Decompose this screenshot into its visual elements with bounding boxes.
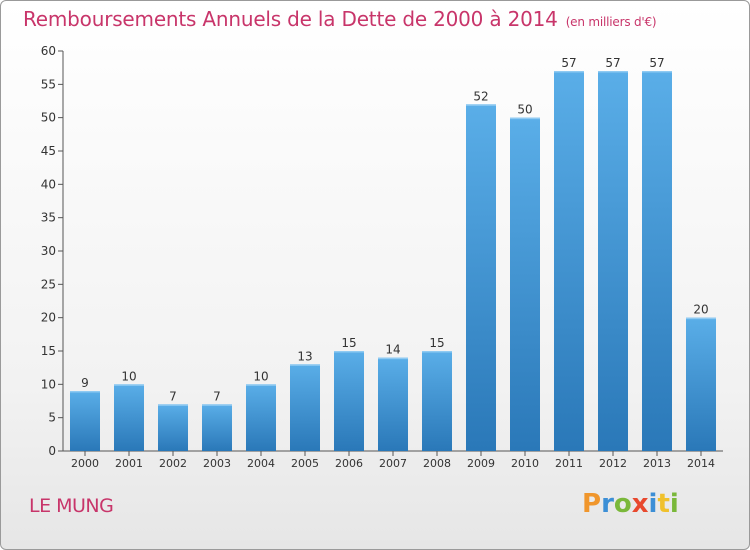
data-label-2002: 7	[169, 389, 177, 403]
y-tick-label: 30	[41, 244, 56, 258]
chart-subtitle: (en milliers d'€)	[565, 15, 657, 29]
data-label-2013: 57	[649, 56, 664, 70]
x-tick-label: 2011	[555, 457, 583, 470]
bar-top-edge	[510, 117, 540, 120]
bar-top-edge	[598, 71, 628, 73]
bar-2013	[642, 71, 672, 451]
x-tick-label: 2014	[687, 457, 715, 470]
y-tick-label: 20	[41, 311, 56, 325]
bar-2001	[114, 384, 144, 451]
logo-letter: r	[601, 489, 614, 519]
bar-top-edge	[334, 351, 364, 353]
x-tick-label: 2005	[291, 457, 319, 470]
data-label-2014: 20	[693, 303, 708, 317]
data-label-2008: 15	[429, 336, 444, 350]
bar-2007	[378, 357, 408, 451]
bar-top-edge	[290, 364, 320, 366]
x-tick-label: 2000	[71, 457, 99, 470]
bar-2000	[70, 391, 100, 451]
logo-letter: o	[613, 489, 632, 519]
y-tick-label: 45	[41, 144, 56, 158]
bar-top-edge	[466, 104, 496, 106]
x-tick-label: 2009	[467, 457, 495, 470]
bar-top-edge	[554, 71, 584, 73]
bar-2010	[510, 117, 540, 452]
data-label-2010: 50	[517, 103, 532, 117]
bar-top-edge	[378, 357, 408, 360]
x-tick-label: 2001	[115, 457, 143, 470]
bar-top-edge	[422, 351, 452, 353]
proxiti-logo: Proxiti	[582, 489, 679, 519]
y-tick-label: 40	[41, 177, 56, 191]
bar-2004	[246, 384, 276, 451]
x-tick-label: 2010	[511, 457, 539, 470]
bar-top-edge	[202, 404, 232, 406]
bar-2009	[466, 104, 496, 451]
data-label-2003: 7	[213, 389, 221, 403]
logo-letter: x	[631, 489, 649, 519]
chart-title: Remboursements Annuels de la Dette de 20…	[23, 7, 657, 31]
logo-letter: P	[582, 489, 602, 519]
x-tick-label: 2008	[423, 457, 451, 470]
x-tick-label: 2007	[379, 457, 407, 470]
data-label-2000: 9	[81, 376, 89, 390]
y-tick-label: 10	[41, 377, 56, 391]
bar-2012	[598, 71, 628, 451]
x-tick-label: 2002	[159, 457, 187, 470]
data-label-2006: 15	[341, 336, 356, 350]
bar-top-edge	[246, 384, 276, 386]
bar-2011	[554, 71, 584, 451]
bar-top-edge	[686, 317, 716, 320]
y-tick-label: 55	[41, 77, 56, 91]
data-label-2001: 10	[121, 369, 136, 383]
place-name: LE MUNG	[29, 495, 114, 517]
bar-2003	[202, 404, 232, 451]
data-label-2005: 13	[297, 349, 312, 363]
bar-2002	[158, 404, 188, 451]
bar-top-edge	[158, 404, 188, 406]
data-label-2004: 10	[253, 369, 268, 383]
logo-letter: i	[648, 489, 658, 519]
logo-letter: i	[669, 489, 679, 519]
x-tick-label: 2003	[203, 457, 231, 470]
y-tick-label: 60	[41, 44, 56, 58]
y-tick-label: 5	[48, 411, 56, 425]
logo-letter: t	[657, 489, 670, 519]
bar-2014	[686, 317, 716, 451]
data-label-2009: 52	[473, 89, 488, 103]
bar-top-edge	[642, 71, 672, 73]
bar-2005	[290, 364, 320, 451]
bars	[70, 71, 716, 452]
y-tick-label: 25	[41, 277, 56, 291]
x-tick-label: 2006	[335, 457, 363, 470]
x-tick-label: 2004	[247, 457, 275, 470]
x-tick-label: 2012	[599, 457, 627, 470]
chart-title-text: Remboursements Annuels de la Dette de 20…	[23, 7, 558, 31]
y-tick-label: 50	[41, 111, 56, 125]
bar-2008	[422, 351, 452, 451]
y-tick-label: 35	[41, 211, 56, 225]
bar-top-edge	[114, 384, 144, 386]
y-tick-label: 0	[48, 444, 56, 458]
data-label-2011: 57	[561, 56, 576, 70]
bar-top-edge	[70, 391, 100, 393]
data-label-2007: 14	[385, 343, 400, 357]
data-labels: 9 10 7 7 10 13 15 14 15 52 50 57 57 57 20	[81, 56, 708, 403]
x-axis: 2000 2001 2002 2003 2004 2005 2006 2007 2008 2009…	[63, 450, 723, 470]
y-tick-label: 15	[41, 344, 56, 358]
y-axis: 0 5 10 15 20 25 30 35 40 45 50 55 60	[41, 44, 64, 458]
bar-2006	[334, 351, 364, 451]
x-tick-label: 2013	[643, 457, 671, 470]
data-label-2012: 57	[605, 56, 620, 70]
